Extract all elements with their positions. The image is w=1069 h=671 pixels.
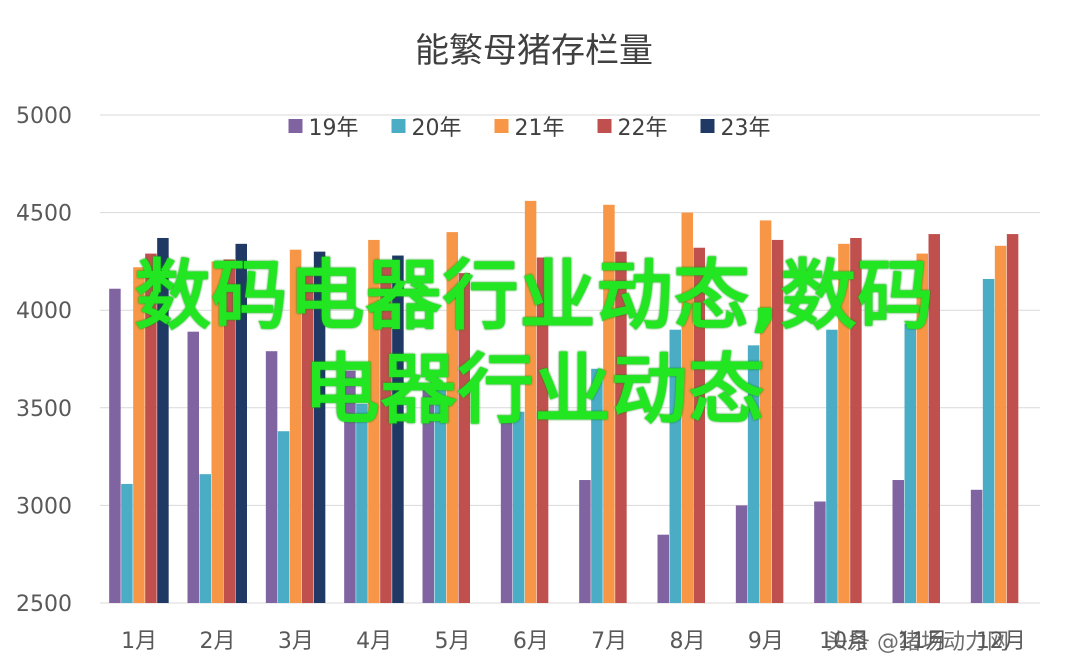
bar-20年-11月 <box>904 323 916 603</box>
legend-swatch <box>494 119 509 133</box>
bar-20年-1月 <box>121 483 133 603</box>
bar-22年-9月 <box>771 239 784 604</box>
bar-19年-4月 <box>344 370 356 603</box>
watermark: 头条 @猪场动力网 <box>826 630 1009 655</box>
bar-23年-3月 <box>313 251 326 603</box>
bar-21年-3月 <box>289 249 302 604</box>
legend-label: 23年 <box>721 116 771 141</box>
bar-20年-3月 <box>277 431 290 603</box>
x-axis-ticks: 1月 2月 3月 4月 5月 6月 7月 8月 9月 10月 11月 12月 <box>121 629 1026 654</box>
bar-21年-11月 <box>916 253 928 604</box>
legend-swatch <box>391 119 406 133</box>
bar-20年-5月 <box>434 384 446 603</box>
x-tick-label: 3月 <box>278 629 314 654</box>
bar-20年-10月 <box>826 329 838 603</box>
legend-label: 20年 <box>412 116 462 141</box>
legend-label: 19年 <box>309 116 359 141</box>
y-tick-label: 5000 <box>16 104 72 129</box>
x-tick-label: 8月 <box>670 629 706 654</box>
bar-22年-3月 <box>301 275 314 603</box>
bar-series <box>109 200 1019 604</box>
bar-21年-5月 <box>446 232 458 603</box>
bar-22年-1月 <box>145 253 157 604</box>
y-tick-label: 4500 <box>16 202 72 227</box>
x-tick-label: 1月 <box>121 629 157 654</box>
bar-21年-8月 <box>681 212 693 603</box>
bar-19年-12月 <box>970 489 983 603</box>
bar-19年-8月 <box>657 534 669 603</box>
bar-23年-4月 <box>392 255 404 603</box>
y-tick-label: 4000 <box>16 299 72 324</box>
bar-21年-2月 <box>211 261 223 603</box>
bar-22年-2月 <box>223 259 235 603</box>
y-tick-label: 3500 <box>16 397 72 422</box>
bar-20年-8月 <box>669 329 681 603</box>
bar-21年-12月 <box>994 245 1007 603</box>
x-tick-label: 7月 <box>591 629 627 654</box>
bar-21年-10月 <box>838 243 850 603</box>
bar-20年-7月 <box>591 368 603 603</box>
bar-21年-9月 <box>759 220 772 603</box>
legend-swatch <box>700 119 715 133</box>
bar-21年-4月 <box>368 239 380 604</box>
x-tick-label: 4月 <box>356 629 392 654</box>
bar-22年-10月 <box>850 237 862 603</box>
bar-20年-6月 <box>512 411 525 603</box>
y-tick-label: 2500 <box>16 592 72 617</box>
bar-22年-11月 <box>928 234 940 603</box>
bar-20年-12月 <box>982 278 995 603</box>
x-tick-label: 5月 <box>435 629 471 654</box>
bar-20年-2月 <box>199 474 211 603</box>
legend-label: 21年 <box>515 116 565 141</box>
bar-19年-5月 <box>422 388 434 603</box>
legend-swatch <box>597 119 612 133</box>
x-tick-label: 2月 <box>200 629 236 654</box>
bar-19年-10月 <box>814 501 826 603</box>
x-tick-label: 10月 <box>819 629 869 654</box>
bar-20年-4月 <box>356 403 368 603</box>
bar-22年-7月 <box>615 251 627 603</box>
x-tick-label: 11月 <box>898 629 948 654</box>
bar-21年-7月 <box>603 204 615 604</box>
legend-label: 22年 <box>618 116 668 141</box>
bar-19年-1月 <box>109 288 121 603</box>
bar-19年-2月 <box>187 331 199 603</box>
bar-19年-9月 <box>735 505 748 603</box>
y-axis-ticks: 2500 3000 3500 4000 4500 5000 <box>16 104 72 617</box>
bar-23年-1月 <box>157 237 169 603</box>
bar-23年-2月 <box>235 243 247 603</box>
bar-21年-6月 <box>524 200 537 603</box>
grid-lines <box>100 114 1040 604</box>
x-tick-label: 9月 <box>748 629 784 654</box>
y-tick-label: 3000 <box>16 494 72 519</box>
bar-22年-4月 <box>380 263 392 603</box>
bar-19年-3月 <box>265 351 278 603</box>
bar-22年-12月 <box>1006 234 1019 603</box>
bar-19年-11月 <box>892 480 904 603</box>
bar-22年-8月 <box>693 247 705 603</box>
legend-swatch <box>288 119 303 133</box>
bar-19年-6月 <box>500 415 513 603</box>
chart-title: 能繁母猪存栏量 <box>415 31 653 71</box>
bar-22年-6月 <box>536 257 549 603</box>
x-tick-label: 6月 <box>513 629 549 654</box>
bar-22年-5月 <box>458 273 470 603</box>
bar-19年-7月 <box>579 480 591 603</box>
bar-20年-9月 <box>747 345 760 603</box>
x-tick-label: 12月 <box>976 629 1026 654</box>
bar-21年-1月 <box>133 267 145 603</box>
legend: 19年 20年 21年 22年 23年 <box>288 116 771 141</box>
